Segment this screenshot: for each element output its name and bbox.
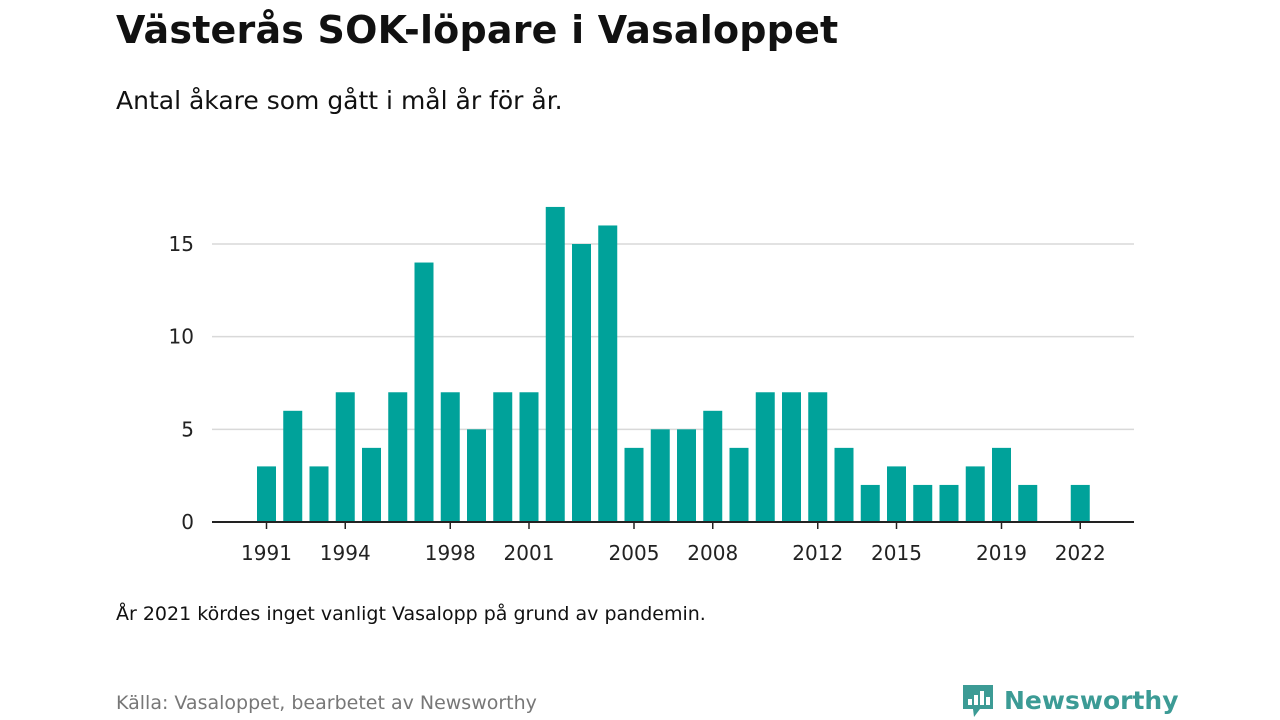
bar-2013 <box>834 447 854 522</box>
brand-name: Newsworthy <box>1004 685 1179 715</box>
bar-2014 <box>860 484 880 522</box>
grid-lines <box>212 243 1134 431</box>
bar-1994 <box>335 392 355 522</box>
bar-2008 <box>703 410 723 522</box>
x-tick-label-2001: 2001 <box>504 541 555 565</box>
bar-2019 <box>992 447 1011 522</box>
x-tick-label-1994: 1994 <box>320 541 371 565</box>
bar-1999 <box>467 429 486 522</box>
y-tick-label-10: 10 <box>169 325 194 349</box>
bar-1998 <box>440 392 460 522</box>
bar-2017 <box>939 484 959 522</box>
bar-2020 <box>1018 484 1038 522</box>
chart-note: År 2021 kördes inget vanligt Vasalopp på… <box>116 603 706 625</box>
bar-2001 <box>519 392 539 522</box>
bar-2003 <box>572 244 591 522</box>
y-tick-label-5: 5 <box>181 417 194 441</box>
x-tick-label-1991: 1991 <box>241 541 292 565</box>
bar-2012 <box>808 392 828 522</box>
bar-1991 <box>257 466 276 522</box>
x-tick-label-2008: 2008 <box>687 541 738 565</box>
x-tick-label-2012: 2012 <box>792 541 843 565</box>
chart-subtitle: Antal åkare som gått i mål år för år. <box>116 86 563 115</box>
bar-2002 <box>545 206 565 522</box>
bar-2010 <box>755 392 775 522</box>
newsworthy-brand[interactable]: Newsworthy <box>960 682 1179 718</box>
bar-2005 <box>624 447 644 522</box>
bar-1993 <box>309 466 329 522</box>
bar-2004 <box>598 225 618 522</box>
chart-title: Västerås SOK-löpare i Vasaloppet <box>116 8 839 52</box>
x-tick-label-1998: 1998 <box>425 541 476 565</box>
x-tick-label-2015: 2015 <box>871 541 922 565</box>
bar-2007 <box>677 429 696 522</box>
axes: 0 5 10 15 1991 1994 1998 2001 2005 2008 2012 2015 20… <box>169 232 1134 565</box>
bar-chart: 0 5 10 15 1991 1994 1998 2001 2005 2008 2012 2015 20… <box>169 206 1134 565</box>
bar-2018 <box>965 466 985 522</box>
bar-1995 <box>362 447 381 522</box>
y-tick-label-15: 15 <box>169 232 194 256</box>
bar-1996 <box>388 392 408 522</box>
newsworthy-logo-icon <box>963 685 993 717</box>
bar-2015 <box>887 466 906 522</box>
bar-2000 <box>493 392 513 522</box>
source-text: Källa: Vasaloppet, bearbetet av Newswort… <box>116 692 537 714</box>
bar-2016 <box>913 484 933 522</box>
bar-2011 <box>782 392 801 522</box>
x-tick-label-2022: 2022 <box>1055 541 1106 565</box>
bars <box>257 206 1090 522</box>
bar-1992 <box>283 410 303 522</box>
x-tick-label-2005: 2005 <box>609 541 660 565</box>
bar-1997 <box>414 262 434 522</box>
x-tick-label-2019: 2019 <box>976 541 1027 565</box>
bar-2009 <box>729 447 749 522</box>
bar-2022 <box>1070 484 1090 522</box>
y-tick-label-0: 0 <box>181 510 194 534</box>
bar-2006 <box>650 429 670 522</box>
